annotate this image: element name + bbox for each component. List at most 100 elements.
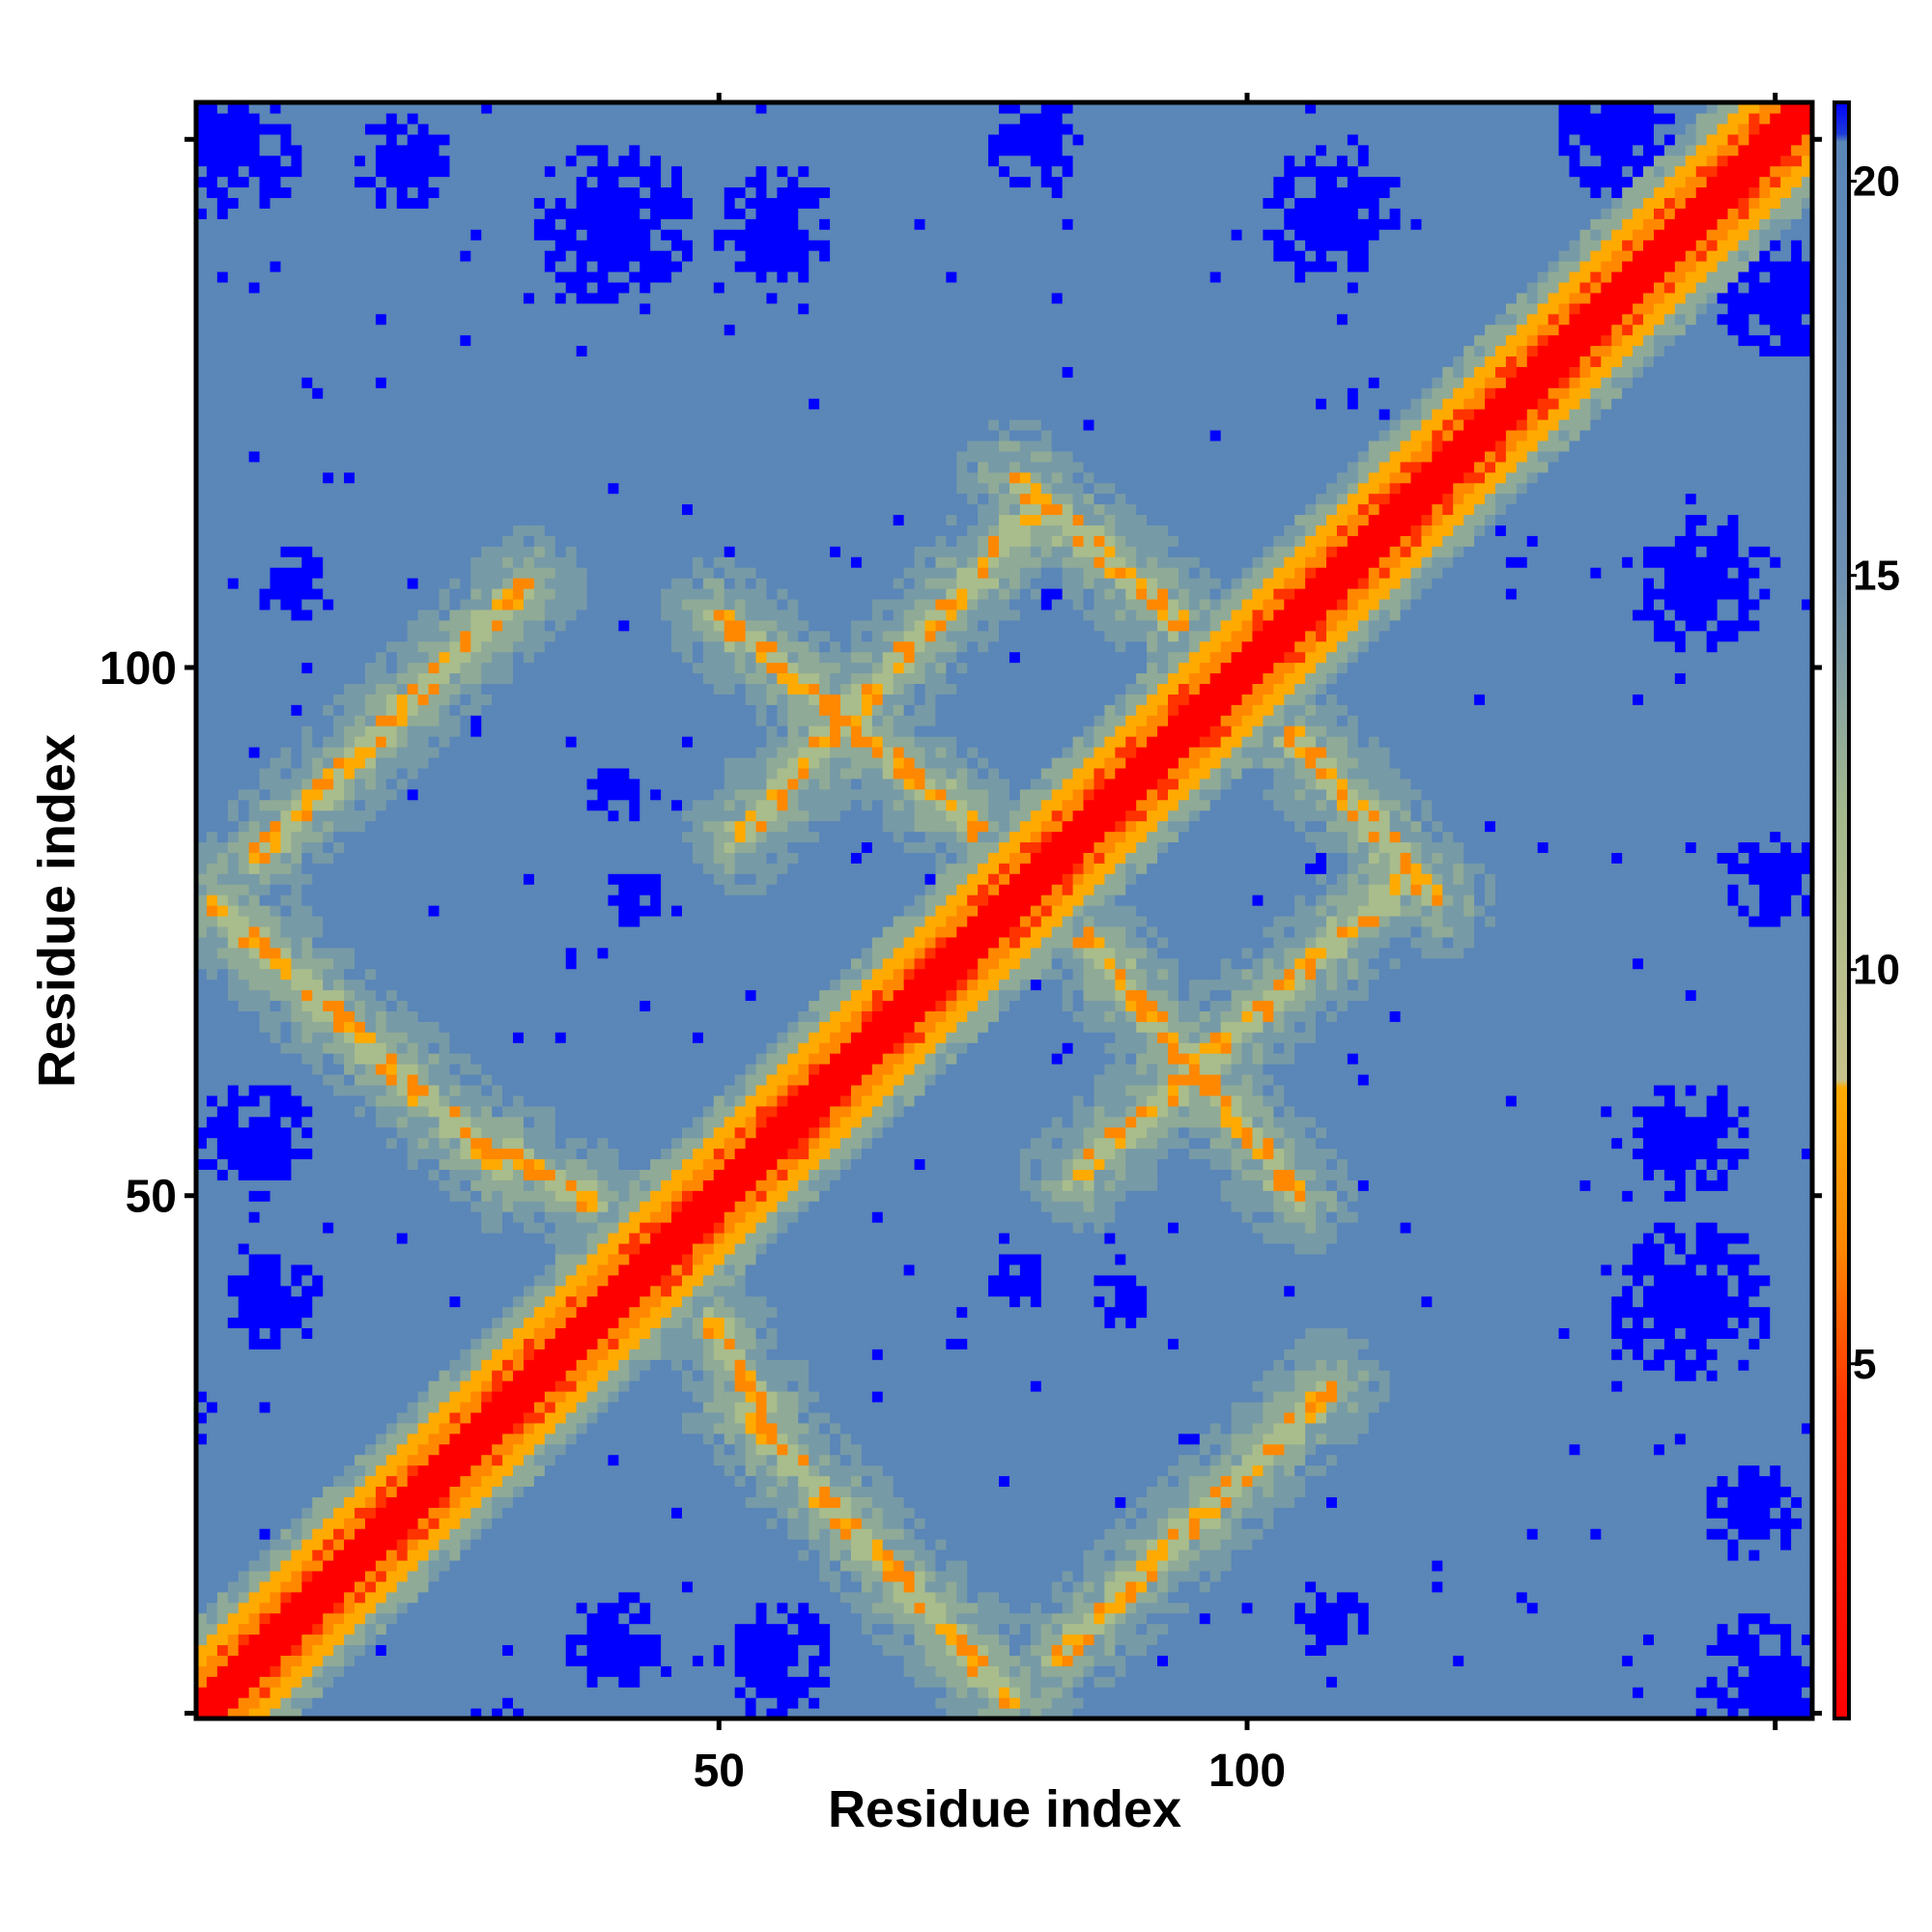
heatmap-cell	[344, 409, 355, 420]
heatmap-cell	[291, 1296, 302, 1308]
heatmap-cell	[260, 631, 271, 642]
heatmap-cell	[239, 419, 250, 431]
heatmap-cell	[1104, 1624, 1116, 1635]
heatmap-cell	[809, 1539, 820, 1550]
heatmap-cell	[280, 186, 292, 198]
heatmap-cell	[280, 1042, 292, 1054]
heatmap-cell	[978, 1549, 989, 1561]
heatmap-cell	[260, 1412, 271, 1424]
heatmap-cell	[650, 1581, 662, 1593]
heatmap-cell	[207, 1560, 218, 1572]
heatmap-cell	[1527, 1603, 1539, 1614]
heatmap-cell	[524, 1592, 535, 1604]
heatmap-cell	[323, 620, 334, 632]
heatmap-cell	[756, 1549, 768, 1561]
heatmap-cell	[809, 1560, 820, 1572]
heatmap-cell	[809, 1613, 820, 1625]
heatmap-cell	[291, 1528, 302, 1540]
heatmap-cell	[1252, 1634, 1264, 1646]
heatmap-cell	[904, 1687, 916, 1698]
heatmap-cell	[291, 1138, 302, 1150]
heatmap-cell	[1358, 1613, 1370, 1625]
heatmap-cell	[291, 409, 302, 420]
heatmap-cell	[323, 1222, 334, 1234]
heatmap-cell	[1390, 1560, 1402, 1572]
heatmap-cell	[333, 948, 345, 959]
heatmap-cell	[587, 1676, 599, 1688]
heatmap-cell	[1063, 1592, 1074, 1604]
heatmap-cell	[239, 1296, 250, 1308]
heatmap-cell	[1073, 1592, 1085, 1604]
heatmap-cell	[840, 1613, 852, 1625]
heatmap-cell	[1453, 1665, 1464, 1677]
heatmap-cell	[492, 1665, 503, 1677]
heatmap-cell	[840, 1655, 852, 1666]
heatmap-cell	[798, 1592, 810, 1604]
heatmap-cell	[1210, 1571, 1222, 1582]
heatmap-cell	[217, 1603, 229, 1614]
heatmap-cell	[587, 1592, 599, 1604]
heatmap-cell	[1031, 1592, 1042, 1604]
heatmap-cell	[291, 462, 302, 473]
heatmap-cell	[344, 1549, 355, 1561]
heatmap-cell	[355, 377, 366, 388]
heatmap-cell	[249, 240, 261, 251]
heatmap-cell	[312, 430, 324, 441]
heatmap-cell	[429, 1697, 440, 1709]
heatmap-cell	[999, 1581, 1010, 1593]
heatmap-cell	[333, 736, 345, 748]
heatmap-cell	[291, 715, 302, 726]
heatmap-cell	[270, 652, 282, 664]
heatmap-cell	[228, 1106, 240, 1118]
heatmap-cell	[1748, 1624, 1760, 1635]
heatmap-cell	[682, 1634, 694, 1646]
heatmap-cell	[217, 1010, 229, 1022]
heatmap-cell	[481, 1687, 493, 1698]
heatmap-cell	[270, 483, 282, 495]
heatmap-cell	[1643, 1624, 1655, 1635]
heatmap-cell	[217, 672, 229, 684]
heatmap-cell	[1654, 1697, 1665, 1709]
heatmap-cell	[1506, 1676, 1518, 1688]
heatmap-cell	[608, 1697, 619, 1709]
heatmap-cell	[228, 208, 240, 219]
heatmap-cell	[270, 218, 282, 230]
heatmap-cell	[323, 1581, 334, 1593]
heatmap-cell	[1263, 1644, 1274, 1656]
heatmap-cell	[376, 1359, 387, 1371]
heatmap-cell	[956, 1644, 968, 1656]
heatmap-cell	[355, 1571, 366, 1582]
heatmap-cell	[862, 1603, 873, 1614]
heatmap-cell	[766, 1697, 778, 1709]
heatmap-cell	[408, 1665, 419, 1677]
heatmap-cell	[429, 1634, 440, 1646]
heatmap-cell	[291, 1624, 302, 1635]
heatmap-cell	[207, 240, 218, 251]
heatmap-cell	[735, 1560, 747, 1572]
heatmap-cell	[598, 1665, 610, 1677]
heatmap-cell	[323, 1603, 334, 1614]
heatmap-cell	[291, 355, 302, 367]
heatmap-cell	[1570, 1697, 1581, 1709]
heatmap-cell	[228, 937, 240, 949]
heatmap-cell	[1675, 1581, 1687, 1593]
heatmap-cell	[1442, 1634, 1454, 1646]
heatmap-cell	[1125, 1592, 1137, 1604]
heatmap-cell	[1273, 1592, 1285, 1604]
heatmap-cell	[376, 1539, 387, 1550]
heatmap-cell	[566, 1592, 578, 1604]
heatmap-cell	[228, 757, 240, 769]
heatmap-cell	[1326, 1634, 1338, 1646]
heatmap-cell	[1316, 1603, 1327, 1614]
heatmap-cell	[301, 1581, 313, 1593]
heatmap-cell	[344, 1380, 355, 1392]
heatmap-cell	[217, 271, 229, 283]
heatmap-cell	[270, 1476, 282, 1488]
heatmap-cell	[1432, 1687, 1443, 1698]
heatmap-cell	[207, 1496, 218, 1508]
heatmap-cell	[1738, 1613, 1749, 1625]
heatmap-cell	[513, 1581, 525, 1593]
heatmap-cell	[1527, 1539, 1539, 1550]
heatmap-cell	[207, 980, 218, 991]
